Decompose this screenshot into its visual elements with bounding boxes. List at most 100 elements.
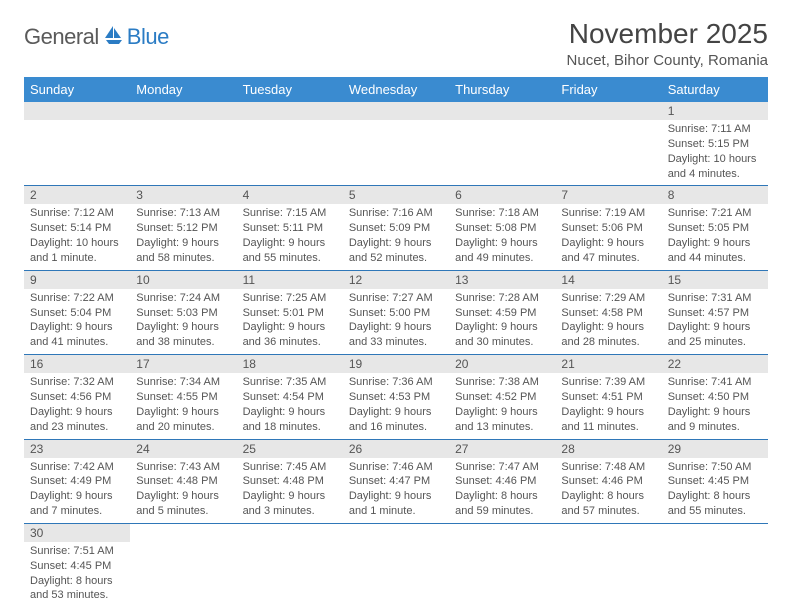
day-info: Sunrise: 7:21 AMSunset: 5:05 PMDaylight:… [662, 204, 768, 269]
day-number: 17 [130, 355, 236, 373]
calendar-cell [24, 102, 130, 186]
day-number: 29 [662, 440, 768, 458]
day-number: 1 [662, 102, 768, 120]
day-header: Monday [130, 77, 236, 102]
day-number: 24 [130, 440, 236, 458]
day-info: Sunrise: 7:16 AMSunset: 5:09 PMDaylight:… [343, 204, 449, 269]
day-info: Sunrise: 7:18 AMSunset: 5:08 PMDaylight:… [449, 204, 555, 269]
day-header: Friday [555, 77, 661, 102]
logo-text-blue: Blue [127, 24, 169, 50]
day-info: Sunrise: 7:51 AMSunset: 4:45 PMDaylight:… [24, 542, 130, 607]
day-info: Sunrise: 7:28 AMSunset: 4:59 PMDaylight:… [449, 289, 555, 354]
day-info: Sunrise: 7:36 AMSunset: 4:53 PMDaylight:… [343, 373, 449, 438]
day-info: Sunrise: 7:39 AMSunset: 4:51 PMDaylight:… [555, 373, 661, 438]
day-info: Sunrise: 7:19 AMSunset: 5:06 PMDaylight:… [555, 204, 661, 269]
day-info: Sunrise: 7:47 AMSunset: 4:46 PMDaylight:… [449, 458, 555, 523]
calendar-cell: 7Sunrise: 7:19 AMSunset: 5:06 PMDaylight… [555, 186, 661, 270]
calendar-cell: 22Sunrise: 7:41 AMSunset: 4:50 PMDayligh… [662, 355, 768, 439]
day-info: Sunrise: 7:25 AMSunset: 5:01 PMDaylight:… [237, 289, 343, 354]
day-number: 16 [24, 355, 130, 373]
calendar-cell [555, 102, 661, 186]
calendar-cell: 11Sunrise: 7:25 AMSunset: 5:01 PMDayligh… [237, 270, 343, 354]
day-number: 4 [237, 186, 343, 204]
day-info: Sunrise: 7:42 AMSunset: 4:49 PMDaylight:… [24, 458, 130, 523]
day-number: 14 [555, 271, 661, 289]
sailboat-icon [103, 25, 125, 50]
calendar-cell: 29Sunrise: 7:50 AMSunset: 4:45 PMDayligh… [662, 439, 768, 523]
day-number: 18 [237, 355, 343, 373]
calendar-cell: 20Sunrise: 7:38 AMSunset: 4:52 PMDayligh… [449, 355, 555, 439]
day-number: 5 [343, 186, 449, 204]
calendar-week: 1Sunrise: 7:11 AMSunset: 5:15 PMDaylight… [24, 102, 768, 186]
day-info: Sunrise: 7:48 AMSunset: 4:46 PMDaylight:… [555, 458, 661, 523]
calendar-cell: 2Sunrise: 7:12 AMSunset: 5:14 PMDaylight… [24, 186, 130, 270]
calendar-cell [130, 102, 236, 186]
location: Nucet, Bihor County, Romania [567, 52, 768, 69]
day-number: 23 [24, 440, 130, 458]
calendar-cell: 21Sunrise: 7:39 AMSunset: 4:51 PMDayligh… [555, 355, 661, 439]
calendar-cell: 25Sunrise: 7:45 AMSunset: 4:48 PMDayligh… [237, 439, 343, 523]
day-info: Sunrise: 7:45 AMSunset: 4:48 PMDaylight:… [237, 458, 343, 523]
calendar-cell: 28Sunrise: 7:48 AMSunset: 4:46 PMDayligh… [555, 439, 661, 523]
calendar-week: 30Sunrise: 7:51 AMSunset: 4:45 PMDayligh… [24, 523, 768, 607]
day-number: 3 [130, 186, 236, 204]
day-number: 11 [237, 271, 343, 289]
calendar-cell: 19Sunrise: 7:36 AMSunset: 4:53 PMDayligh… [343, 355, 449, 439]
calendar-week: 23Sunrise: 7:42 AMSunset: 4:49 PMDayligh… [24, 439, 768, 523]
calendar-cell: 13Sunrise: 7:28 AMSunset: 4:59 PMDayligh… [449, 270, 555, 354]
day-info: Sunrise: 7:46 AMSunset: 4:47 PMDaylight:… [343, 458, 449, 523]
calendar-cell: 18Sunrise: 7:35 AMSunset: 4:54 PMDayligh… [237, 355, 343, 439]
calendar-cell: 26Sunrise: 7:46 AMSunset: 4:47 PMDayligh… [343, 439, 449, 523]
day-info: Sunrise: 7:31 AMSunset: 4:57 PMDaylight:… [662, 289, 768, 354]
day-info: Sunrise: 7:35 AMSunset: 4:54 PMDaylight:… [237, 373, 343, 438]
calendar-cell: 10Sunrise: 7:24 AMSunset: 5:03 PMDayligh… [130, 270, 236, 354]
calendar-table: SundayMondayTuesdayWednesdayThursdayFrid… [24, 77, 768, 607]
calendar-header-row: SundayMondayTuesdayWednesdayThursdayFrid… [24, 77, 768, 102]
calendar-cell: 24Sunrise: 7:43 AMSunset: 4:48 PMDayligh… [130, 439, 236, 523]
day-number: 7 [555, 186, 661, 204]
calendar-cell [130, 523, 236, 607]
day-info: Sunrise: 7:27 AMSunset: 5:00 PMDaylight:… [343, 289, 449, 354]
calendar-cell [237, 523, 343, 607]
day-number: 6 [449, 186, 555, 204]
day-info: Sunrise: 7:12 AMSunset: 5:14 PMDaylight:… [24, 204, 130, 269]
day-number: 10 [130, 271, 236, 289]
empty-day-bar [555, 102, 661, 120]
calendar-cell: 16Sunrise: 7:32 AMSunset: 4:56 PMDayligh… [24, 355, 130, 439]
logo: General Blue [24, 24, 169, 50]
day-info: Sunrise: 7:29 AMSunset: 4:58 PMDaylight:… [555, 289, 661, 354]
day-number: 8 [662, 186, 768, 204]
day-number: 25 [237, 440, 343, 458]
day-info: Sunrise: 7:15 AMSunset: 5:11 PMDaylight:… [237, 204, 343, 269]
calendar-cell: 12Sunrise: 7:27 AMSunset: 5:00 PMDayligh… [343, 270, 449, 354]
day-number: 21 [555, 355, 661, 373]
empty-day-bar [130, 102, 236, 120]
header: General Blue November 2025 Nucet, Bihor … [24, 18, 768, 71]
day-number: 13 [449, 271, 555, 289]
calendar-cell [449, 523, 555, 607]
day-info: Sunrise: 7:43 AMSunset: 4:48 PMDaylight:… [130, 458, 236, 523]
day-number: 27 [449, 440, 555, 458]
calendar-cell: 14Sunrise: 7:29 AMSunset: 4:58 PMDayligh… [555, 270, 661, 354]
day-number: 2 [24, 186, 130, 204]
calendar-cell [662, 523, 768, 607]
day-number: 20 [449, 355, 555, 373]
day-info: Sunrise: 7:38 AMSunset: 4:52 PMDaylight:… [449, 373, 555, 438]
day-header: Saturday [662, 77, 768, 102]
calendar-cell [237, 102, 343, 186]
day-number: 26 [343, 440, 449, 458]
calendar-cell: 17Sunrise: 7:34 AMSunset: 4:55 PMDayligh… [130, 355, 236, 439]
calendar-cell [555, 523, 661, 607]
day-number: 30 [24, 524, 130, 542]
day-info: Sunrise: 7:50 AMSunset: 4:45 PMDaylight:… [662, 458, 768, 523]
day-header: Sunday [24, 77, 130, 102]
day-header: Wednesday [343, 77, 449, 102]
day-info: Sunrise: 7:34 AMSunset: 4:55 PMDaylight:… [130, 373, 236, 438]
calendar-cell: 8Sunrise: 7:21 AMSunset: 5:05 PMDaylight… [662, 186, 768, 270]
day-info: Sunrise: 7:13 AMSunset: 5:12 PMDaylight:… [130, 204, 236, 269]
calendar-cell [343, 102, 449, 186]
calendar-cell: 5Sunrise: 7:16 AMSunset: 5:09 PMDaylight… [343, 186, 449, 270]
logo-text-general: General [24, 24, 99, 50]
title-block: November 2025 Nucet, Bihor County, Roman… [567, 18, 768, 71]
day-number: 19 [343, 355, 449, 373]
